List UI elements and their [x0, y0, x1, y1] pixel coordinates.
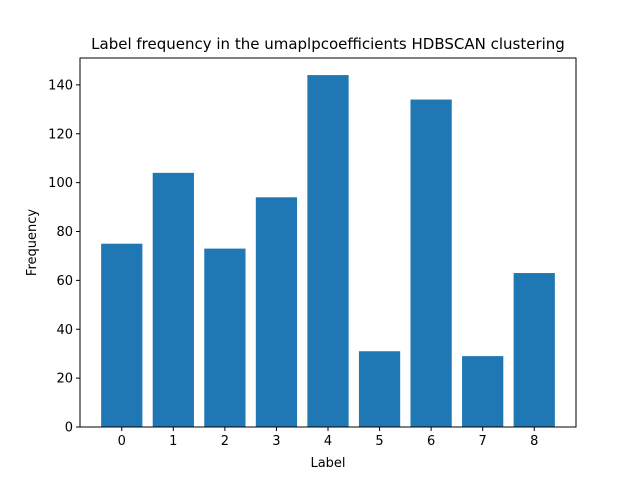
chart-title: Label frequency in the umaplpcoefficient…: [91, 35, 565, 53]
bar-label-0: [101, 243, 143, 427]
bar-label-4: [307, 75, 349, 427]
x-tick-label: 1: [169, 434, 177, 449]
y-tick-label: 60: [56, 274, 73, 289]
bar-label-5: [358, 351, 401, 427]
bar-label-6: [410, 99, 452, 428]
x-tick-label: 5: [375, 434, 383, 449]
bar-label-1: [152, 172, 194, 427]
x-tick-label: 2: [221, 434, 229, 449]
x-axis-ticks: 0 1 2 3 4 5 6 7 8: [118, 427, 538, 449]
bar-label-3: [255, 197, 298, 427]
bar-label-2: [204, 248, 246, 427]
y-axis-ticks: 0 20 40 60 80 100 120 140: [48, 78, 80, 436]
bar-label-8: [513, 273, 555, 427]
x-tick-label: 6: [427, 434, 435, 449]
y-tick-label: 0: [65, 421, 73, 436]
bars-group: [101, 75, 555, 428]
bar-label-7: [462, 356, 504, 427]
y-axis-title: Frequency: [25, 209, 40, 276]
x-tick-label: 3: [272, 434, 280, 449]
y-tick-label: 40: [56, 323, 73, 338]
x-tick-label: 7: [479, 434, 487, 449]
y-tick-label: 20: [56, 372, 73, 387]
y-tick-label: 80: [56, 225, 73, 240]
x-tick-label: 0: [118, 434, 126, 449]
y-tick-label: 120: [48, 127, 73, 142]
x-axis-title: Label: [310, 456, 345, 471]
y-tick-label: 140: [48, 78, 73, 93]
x-tick-label: 4: [324, 434, 332, 449]
y-tick-label: 100: [48, 176, 73, 191]
x-tick-label: 8: [530, 434, 538, 449]
